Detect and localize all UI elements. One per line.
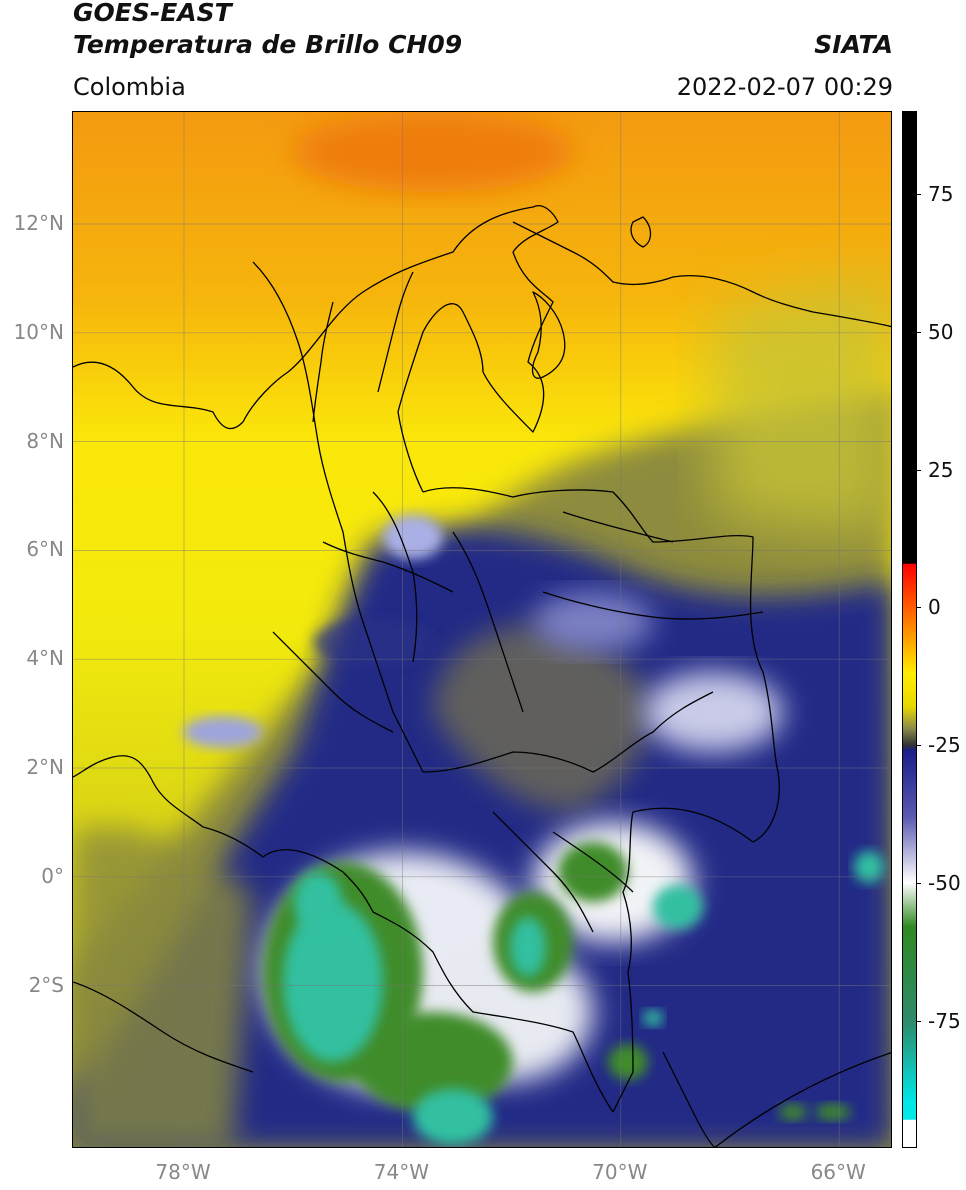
latitude-tick-label: 2°S (28, 972, 64, 997)
border-line (714, 1051, 891, 1147)
graticule (73, 112, 891, 1147)
temperature-colorbar (902, 111, 917, 1148)
political-borders (73, 205, 891, 1147)
longitude-tick-label: 66°W (810, 1160, 866, 1184)
longitude-tick-label: 78°W (155, 1160, 211, 1184)
border-line (342, 871, 614, 1113)
longitude-tick-label: 74°W (373, 1160, 429, 1184)
colorbar-tick-label: 50 (928, 319, 954, 344)
border-line (312, 301, 334, 423)
border-line (542, 591, 764, 620)
border-line (552, 831, 634, 893)
latitude-tick-label: 10°N (13, 319, 64, 344)
border-line (422, 487, 780, 843)
colorbar-tick-label: -25 (928, 733, 961, 758)
border-line (531, 291, 566, 379)
border-line (372, 491, 418, 663)
border-line (630, 216, 652, 248)
border-line (482, 251, 554, 433)
border-line (252, 261, 424, 773)
colorbar-tick-label: -50 (928, 871, 961, 896)
product-title: GOES-EAST (73, 0, 232, 27)
timestamp-label: 2022-02-07 00:29 (676, 73, 893, 101)
product-subtitle: Temperatura de Brillo CH09 (73, 30, 463, 59)
border-line (272, 631, 394, 733)
border-line (73, 361, 244, 430)
latitude-tick-label: 12°N (13, 211, 64, 235)
border-line (322, 541, 454, 593)
border-line (562, 511, 674, 543)
colorbar-tick (916, 469, 921, 471)
latitude-tick-label: 2°N (26, 755, 64, 779)
region-label: Colombia (73, 73, 186, 101)
border-line (612, 807, 754, 1113)
colorbar-tick-label: -75 (928, 1009, 961, 1034)
colorbar-tick-label: 0 (928, 595, 941, 620)
colorbar-tick (916, 745, 921, 747)
border-line (73, 981, 254, 1073)
latitude-tick-label: 4°N (26, 646, 64, 671)
border-line (662, 1051, 716, 1147)
border-line (73, 755, 344, 873)
satellite-map[interactable] (72, 111, 892, 1148)
border-line (452, 531, 524, 713)
colorbar-tick-label: 75 (928, 181, 954, 206)
brand-label: SIATA (814, 30, 893, 59)
colorbar-tick (916, 607, 921, 609)
border-line (422, 691, 714, 773)
colorbar-tick (916, 331, 921, 333)
latitude-tick-label: 6°N (26, 537, 64, 562)
latitude-tick-label: 0° (41, 863, 64, 888)
colorbar-tick (916, 883, 921, 885)
longitude-tick-label: 70°W (592, 1160, 648, 1184)
colorbar-tick-label: 25 (928, 457, 954, 482)
latitude-tick-label: 8°N (26, 428, 64, 453)
brightness-temperature-field (73, 112, 891, 1147)
colorbar-tick (916, 193, 921, 195)
border-line (377, 271, 414, 393)
colorbar-tick (916, 1021, 921, 1023)
border-line (492, 811, 594, 933)
border-line (512, 221, 891, 328)
border-line (397, 303, 484, 493)
border-line (242, 205, 559, 423)
